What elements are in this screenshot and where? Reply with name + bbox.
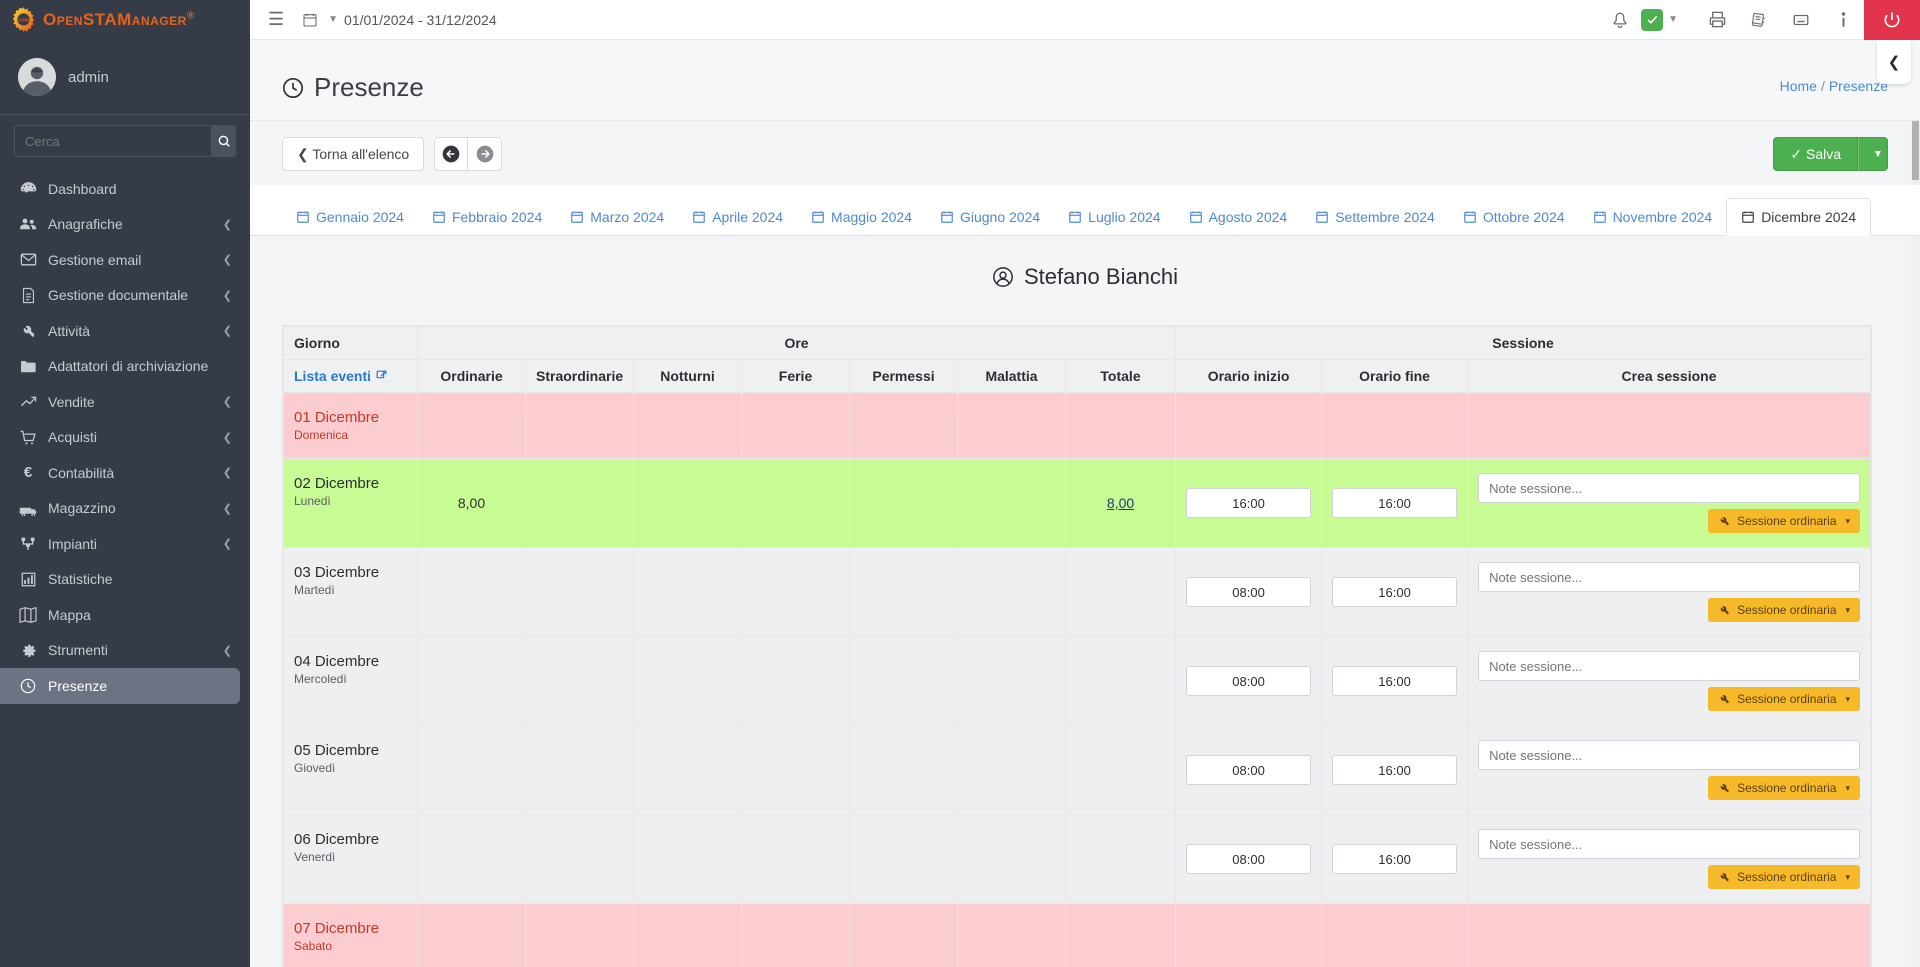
svg-text:OSM: OSM — [18, 17, 29, 22]
